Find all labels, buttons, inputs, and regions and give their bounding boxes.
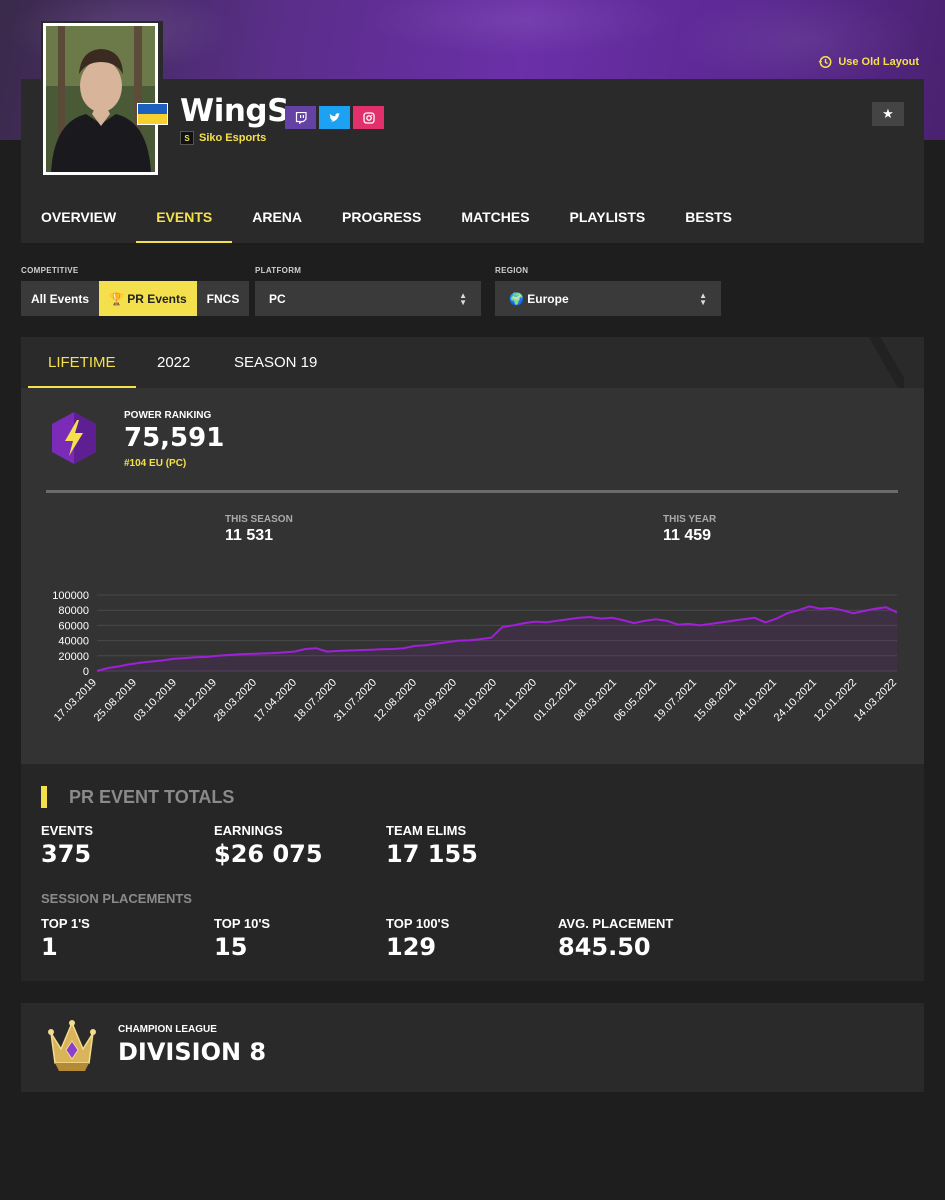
region-select[interactable]: 🌍 Europe ▲ ▼ — [495, 281, 721, 316]
league-division: DIVISION 8 — [118, 1038, 267, 1066]
series-area — [97, 606, 897, 671]
tab-matches[interactable]: MATCHES — [441, 191, 549, 243]
y-tick-label: 0 — [83, 666, 89, 678]
favorite-button[interactable]: ★ — [872, 102, 904, 126]
section-title: PR EVENT TOTALS — [69, 787, 235, 807]
events-value: 375 — [41, 840, 92, 868]
competitive-filter: All Events 🏆 PR Events FNCS — [21, 281, 250, 316]
power-ranking-value: 75,591 — [124, 423, 225, 453]
y-tick-label: 100000 — [52, 590, 89, 602]
this-season-value: 11 531 — [225, 527, 274, 544]
lightning-icon — [52, 412, 96, 464]
this-year-value: 11 459 — [663, 527, 712, 544]
tab-label: EVENTS — [156, 209, 213, 225]
region-value: 🌍 Europe — [509, 291, 569, 306]
ukraine-flag-icon — [137, 103, 168, 125]
all-events-button[interactable]: All Events — [21, 281, 100, 316]
tab-label: OVERVIEW — [41, 209, 117, 225]
twitter-button[interactable] — [319, 106, 350, 129]
tab-label: LIFETIME — [48, 354, 116, 371]
avg-placement-value: 845.50 — [558, 933, 651, 961]
tab-label: BESTS — [685, 209, 732, 225]
tab-season-19[interactable]: SEASON 19 — [234, 337, 317, 388]
tab-label: ARENA — [252, 209, 302, 225]
divider — [46, 490, 898, 493]
twitch-button[interactable] — [285, 106, 316, 129]
tab-progress[interactable]: PROGRESS — [322, 191, 441, 243]
platform-label: PLATFORM — [255, 266, 302, 275]
star-icon: ★ — [882, 106, 894, 121]
x-tick-label: 14.03.2022 — [852, 677, 899, 724]
power-ranking-chart: 02000040000600008000010000017.03.201925.… — [52, 590, 899, 724]
series-line — [96, 605, 898, 672]
y-tick-label: 60000 — [58, 620, 89, 632]
select-arrows-icon: ▲ ▼ — [459, 290, 467, 307]
profile-card: WingS S Siko Esports ★ OVERVIEW — [21, 21, 924, 243]
earnings-value: $26 075 — [214, 840, 323, 868]
profile-nav: OVERVIEW EVENTS ARENA PROGRESS MATCHES P… — [21, 191, 752, 243]
tab-overview[interactable]: OVERVIEW — [21, 191, 136, 243]
select-arrows-icon: ▲ ▼ — [699, 290, 707, 307]
history-icon — [818, 56, 832, 68]
tab-playlists[interactable]: PLAYLISTS — [550, 191, 666, 243]
y-tick-label: 40000 — [58, 636, 89, 648]
twitch-icon — [295, 111, 307, 124]
top100-label: TOP 100'S — [386, 916, 450, 931]
tab-label: SEASON 19 — [234, 354, 318, 371]
team-link[interactable]: S Siko Esports — [180, 131, 266, 145]
this-year-label: THIS YEAR — [663, 514, 717, 525]
platform-value: PC — [269, 291, 286, 306]
avatar-frame — [41, 21, 168, 184]
top1-value: 1 — [41, 933, 58, 961]
power-ranking-rank: #104 EU (PC) — [124, 458, 187, 469]
section-accent — [41, 786, 47, 808]
league-card: CHAMPION LEAGUE DIVISION 8 — [21, 1003, 924, 1092]
use-old-layout-label: Use Old Layout — [838, 56, 919, 68]
x-tick-label: 19.10.2020 — [452, 677, 499, 724]
crown-icon — [48, 1020, 96, 1071]
tab-lifetime[interactable]: LIFETIME — [28, 337, 135, 388]
team-elims-label: TEAM ELIMS — [386, 823, 467, 838]
team-elims-value: 17 155 — [386, 840, 478, 868]
competitive-label: COMPETITIVE — [21, 266, 79, 275]
player-name: WingS — [180, 93, 289, 129]
events-label: EVENTS — [41, 823, 94, 838]
team-name: Siko Esports — [199, 132, 267, 144]
tab-bests[interactable]: BESTS — [665, 191, 752, 243]
power-ranking-label: POWER RANKING — [124, 410, 212, 421]
tab-label: PROGRESS — [342, 209, 422, 225]
fncs-button[interactable]: FNCS — [196, 281, 250, 316]
avg-placement-label: AVG. PLACEMENT — [558, 916, 674, 931]
pr-events-button[interactable]: 🏆 PR Events — [99, 281, 197, 316]
tab-label: MATCHES — [461, 209, 530, 225]
top100-value: 129 — [386, 933, 437, 961]
y-tick-label: 20000 — [58, 651, 89, 663]
instagram-button[interactable] — [353, 106, 384, 129]
social-links — [285, 106, 384, 129]
this-season-label: THIS SEASON — [225, 514, 293, 525]
platform-select[interactable]: PC ▲ ▼ — [255, 281, 481, 316]
region-label: REGION — [495, 266, 529, 275]
league-label: CHAMPION LEAGUE — [118, 1024, 217, 1035]
top1-label: TOP 1'S — [41, 916, 90, 931]
instagram-icon — [362, 111, 375, 124]
use-old-layout-link[interactable]: Use Old Layout — [818, 55, 919, 69]
tab-arena[interactable]: ARENA — [232, 191, 322, 243]
session-placements-label: SESSION PLACEMENTS — [41, 891, 192, 906]
avatar — [43, 23, 158, 175]
twitter-icon — [329, 112, 340, 122]
y-tick-label: 80000 — [58, 605, 89, 617]
tab-label: 2022 — [157, 354, 191, 371]
stats-panel: LIFETIME 2022 SEASON 19 POWER RANKING 75… — [21, 337, 924, 764]
tab-label: PLAYLISTS — [569, 209, 646, 225]
team-logo-icon: S — [180, 131, 194, 145]
stats-tabs: LIFETIME 2022 SEASON 19 — [21, 337, 924, 388]
tab-2022[interactable]: 2022 — [157, 337, 190, 388]
earnings-label: EARNINGS — [214, 823, 283, 838]
top10-value: 15 — [214, 933, 248, 961]
tab-events[interactable]: EVENTS — [136, 191, 233, 243]
pr-event-totals: PR EVENT TOTALS EVENTS 375 EARNINGS $26 … — [21, 764, 924, 981]
top10-label: TOP 10'S — [214, 916, 271, 931]
